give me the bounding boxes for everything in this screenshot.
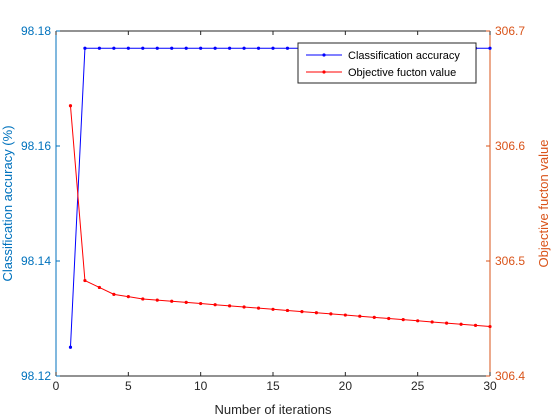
- series-1-point: [271, 307, 275, 311]
- series-1-point: [488, 324, 492, 329]
- legend-marker: [322, 53, 326, 57]
- series-0-point: [170, 46, 174, 50]
- series-1-point: [430, 320, 434, 324]
- series-0-point: [68, 345, 73, 349]
- series-1-point: [112, 292, 116, 296]
- right-y-axis-label: Objective fucton value: [536, 140, 551, 268]
- series-0-point: [271, 46, 275, 50]
- left-y-tick-label: 98.14: [21, 254, 51, 268]
- series-0-point: [256, 46, 261, 50]
- series-1-point: [184, 300, 188, 304]
- left-y-axis-label: Classification accuracy (%): [0, 125, 15, 281]
- series-1-point: [242, 305, 246, 309]
- series-1-point: [213, 303, 217, 307]
- series-1-point: [343, 313, 347, 317]
- series-1-point: [445, 321, 449, 325]
- series-1-point: [228, 304, 232, 308]
- series-1-point: [126, 295, 130, 299]
- series-0-point: [83, 46, 87, 50]
- right-y-tick-label: 306.6: [495, 139, 525, 153]
- series-1-point: [97, 285, 101, 290]
- series-1-point: [83, 278, 87, 283]
- series-1-point: [300, 310, 304, 314]
- series-1-point: [358, 314, 362, 318]
- series-1-point: [416, 319, 420, 323]
- series-0-point: [184, 46, 188, 50]
- series-1-point: [170, 299, 174, 303]
- legend-marker: [322, 70, 326, 74]
- left-y-tick-label: 98.16: [21, 139, 51, 153]
- series-1-point: [285, 308, 290, 313]
- series-0-point: [112, 46, 116, 50]
- series-1-point: [68, 104, 73, 108]
- series-0-point: [213, 46, 217, 50]
- series-1-point: [459, 322, 463, 326]
- x-axis-label: Number of iterations: [214, 402, 332, 417]
- legend-box: [297, 42, 477, 84]
- series-0-point: [97, 46, 101, 50]
- series-1-point: [372, 315, 376, 319]
- x-tick-label: 5: [125, 379, 132, 393]
- series-1-point: [155, 298, 159, 302]
- right-y-tick-label: 306.5: [495, 254, 525, 268]
- x-tick-label: 10: [194, 379, 208, 393]
- series-1-point: [141, 297, 145, 301]
- series-0-point: [228, 46, 232, 50]
- legend-label: Classification accuracy: [348, 50, 460, 62]
- x-tick-label: 15: [266, 379, 280, 393]
- left-y-tick-label: 98.12: [21, 369, 51, 383]
- series-0-point: [199, 46, 203, 50]
- plot-area: [56, 31, 490, 376]
- right-y-tick-label: 306.4: [495, 369, 525, 383]
- right-y-tick-label: 306.7: [495, 24, 525, 38]
- series-0-point: [285, 46, 290, 50]
- left-y-tick-label: 98.18: [21, 24, 51, 38]
- series-1-point: [387, 316, 391, 321]
- series-1-point: [314, 311, 318, 315]
- legend-label: Objective fucton value: [348, 67, 456, 79]
- series-0-point: [155, 46, 159, 50]
- series-1-point: [199, 301, 203, 306]
- x-tick-label: 30: [483, 379, 497, 393]
- series-0-point: [488, 46, 492, 50]
- x-tick-label: 25: [411, 379, 425, 393]
- series-0-point: [242, 46, 246, 50]
- series-1-point: [329, 312, 333, 316]
- series-line-1: [69, 105, 491, 328]
- series-0-point: [141, 46, 145, 50]
- series-1-point: [401, 318, 405, 322]
- x-tick-label: 0: [53, 379, 60, 393]
- x-tick-label: 20: [339, 379, 353, 393]
- series-1-point: [473, 323, 478, 327]
- series-1-point: [256, 306, 261, 310]
- series-0-point: [126, 46, 130, 50]
